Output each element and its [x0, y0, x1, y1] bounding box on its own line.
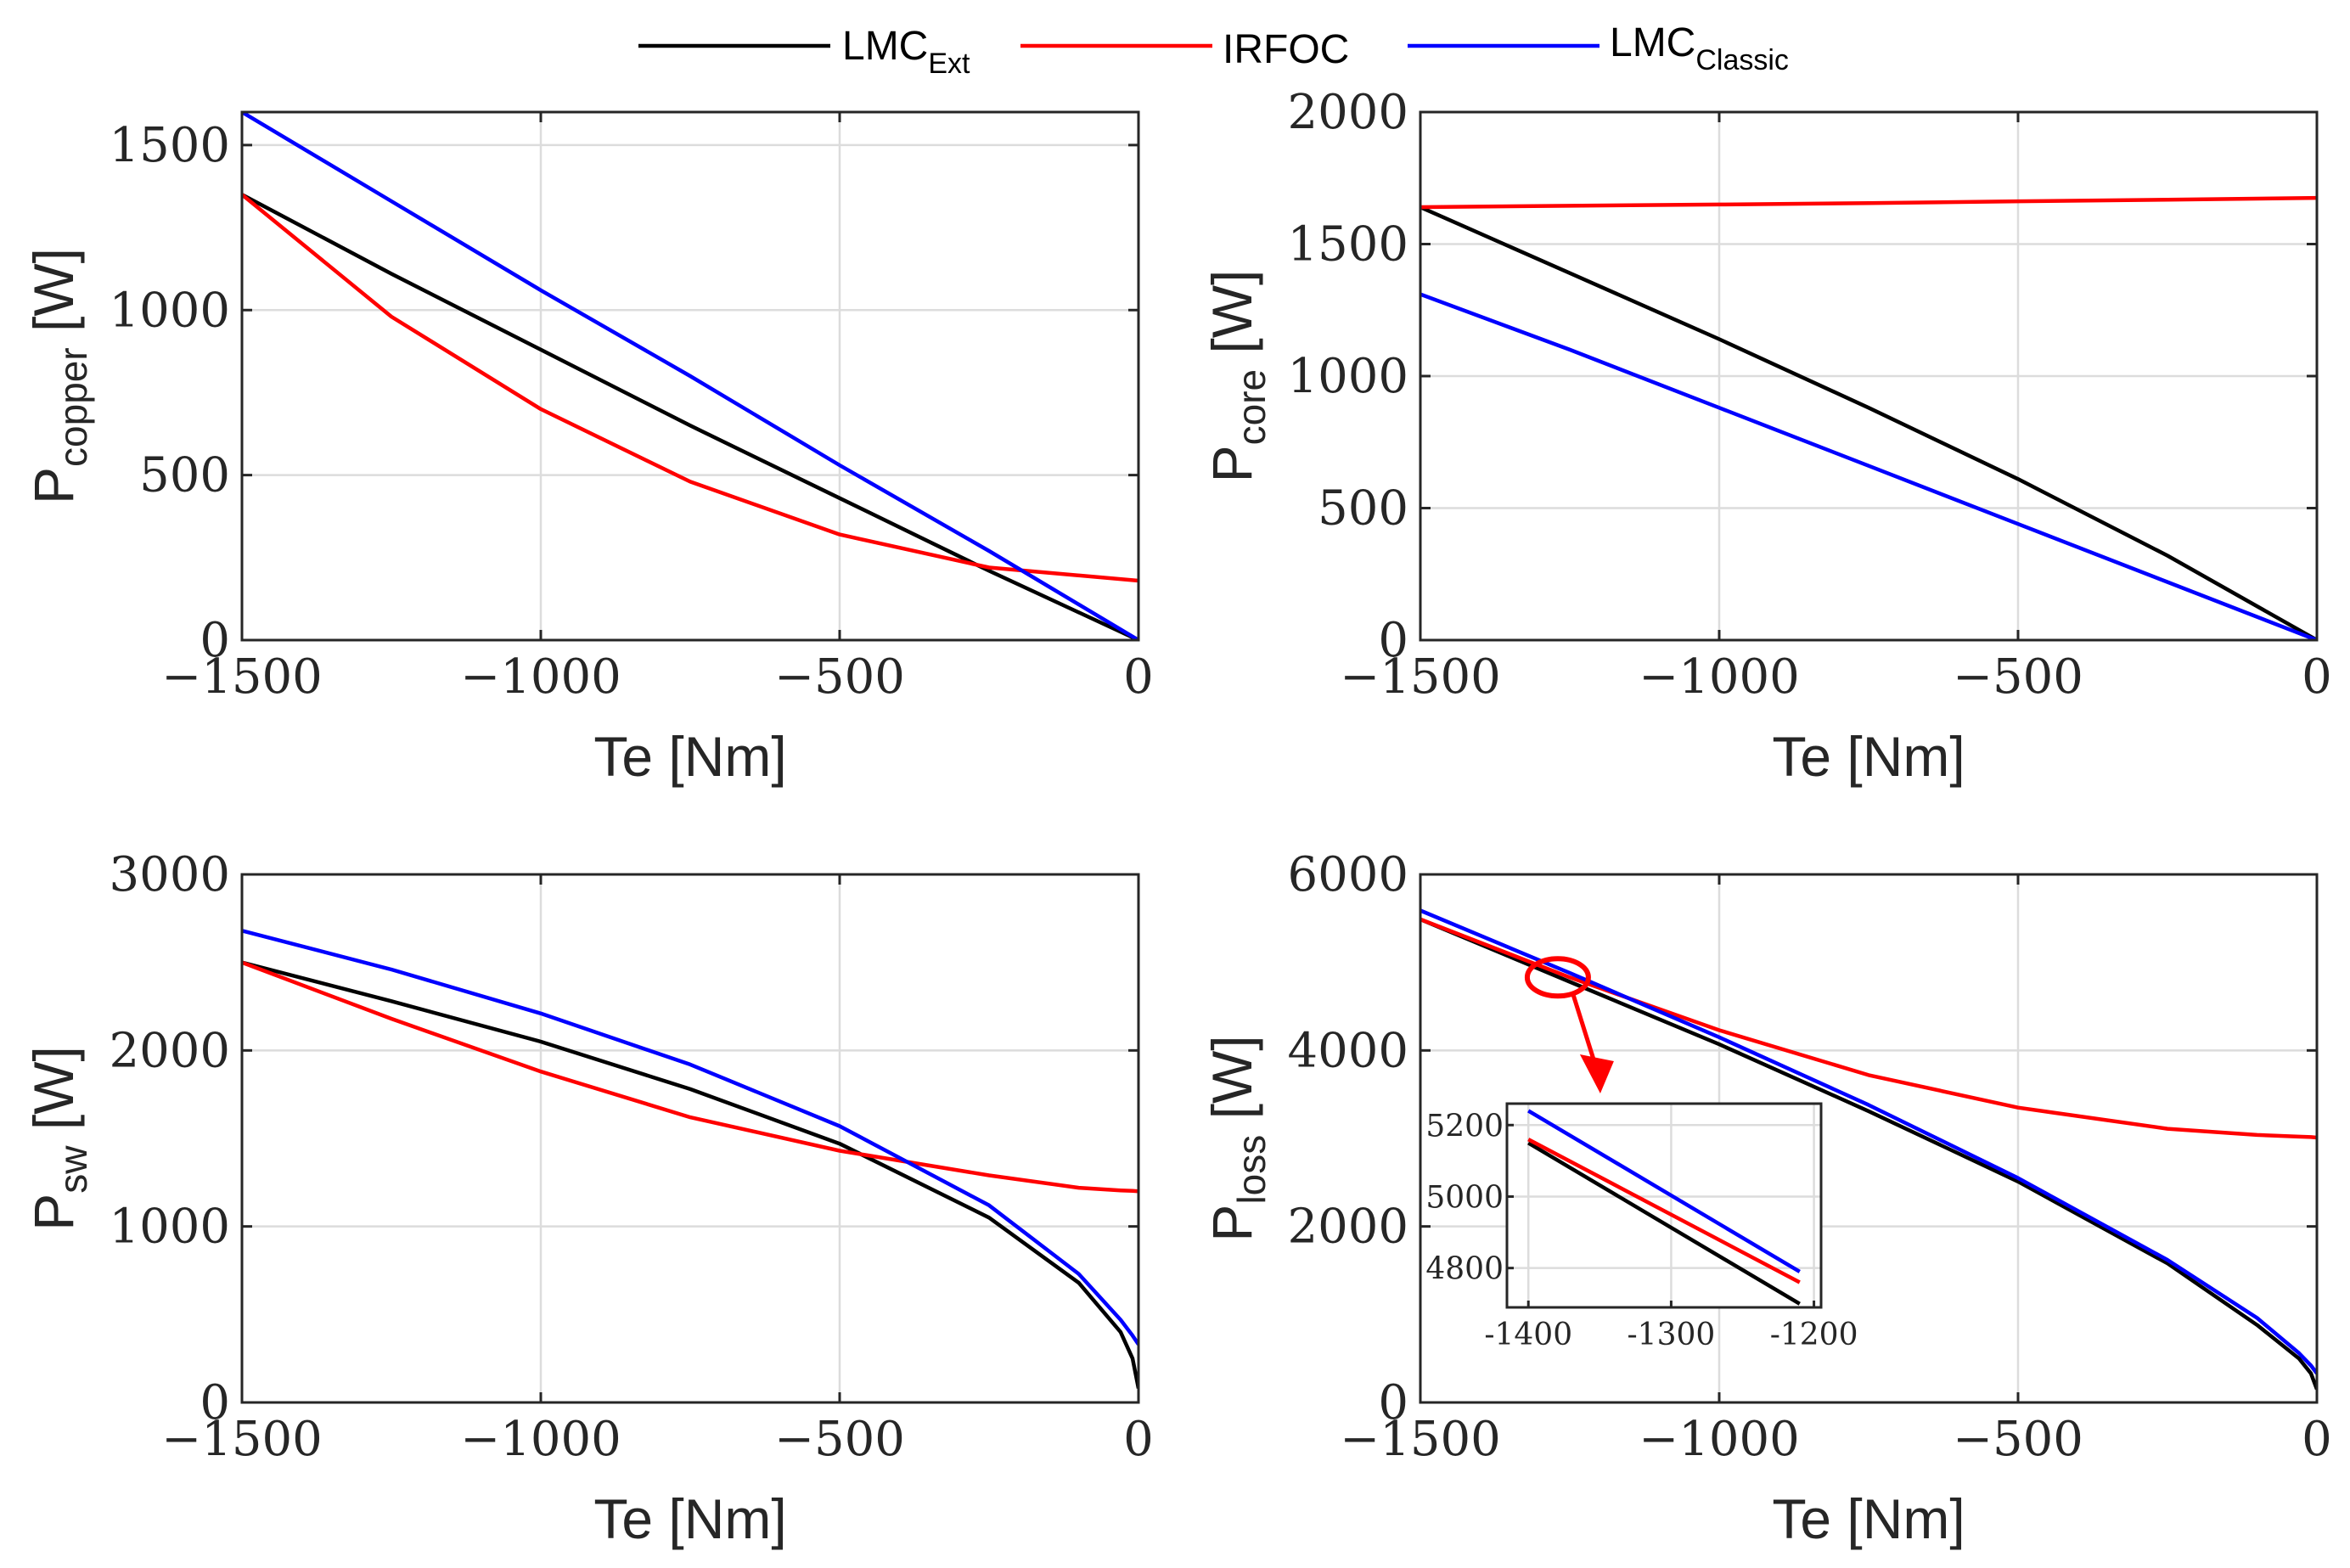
y-tick-label: 0	[1378, 613, 1408, 668]
x-tick-label: −1000	[460, 649, 621, 705]
series-line-lmc-classic	[242, 929, 1138, 1346]
series-line-lmc-ext	[1420, 205, 2317, 640]
y-tick-label: 0	[200, 1375, 230, 1430]
y-tick-label: 3000	[109, 847, 230, 902]
x-tick-label: −500	[774, 649, 905, 705]
y-tick-label: 0	[1378, 1375, 1408, 1430]
y-tick-label: 2000	[109, 1023, 230, 1078]
x-tick-label: −500	[1953, 1412, 2083, 1467]
y-axis-label: Ploss [W]	[1200, 1035, 1273, 1241]
switching-loss-chart: −1500 −1000 −500 0 0 1000 2000 3000 Te [Nm] Psw […	[22, 847, 1154, 1550]
inset-x-tick-label: -1200	[1770, 1318, 1858, 1352]
x-tick-label: 0	[1123, 649, 1154, 705]
x-tick-label: −1500	[1340, 1412, 1500, 1467]
series-line-irfoc	[1420, 195, 2317, 210]
inset-series-line-lmc-ext	[1527, 1141, 1801, 1306]
zoom-highlight-ellipse	[1524, 956, 1591, 999]
inset-y-tick-label: 5000	[1425, 1180, 1504, 1215]
series-line-lmc-ext	[242, 960, 1138, 1389]
y-axis-label: Psw [W]	[22, 1046, 95, 1231]
core-loss-chart: −1500 −1000 −500 0 0 500 1000 1500 2000 Te [Nm] Pc…	[1200, 85, 2332, 788]
x-tick-label: −1500	[161, 1412, 322, 1467]
x-axis-label: Te [Nm]	[593, 725, 786, 788]
y-tick-label: 500	[139, 448, 230, 503]
inset-series-line-lmc-classic	[1527, 1109, 1801, 1273]
inset-background	[1507, 1104, 1821, 1307]
zoom-arrow-head	[1579, 1054, 1614, 1093]
y-tick-label: 4000	[1287, 1023, 1408, 1078]
inset-y-tick-label: 5200	[1425, 1109, 1504, 1144]
y-tick-label: 1500	[1287, 217, 1408, 273]
inset-y-tick-label: 4800	[1425, 1252, 1504, 1287]
plot-frame	[240, 873, 1140, 1404]
x-tick-label: 0	[2302, 649, 2332, 705]
series-line-lmc-classic	[1420, 292, 2317, 640]
x-tick-label: −1500	[161, 649, 322, 705]
x-tick-label: −1000	[1639, 1412, 1799, 1467]
zoom-arrow-line	[1571, 993, 1598, 1065]
x-axis-label: Te [Nm]	[593, 1487, 786, 1550]
y-axis-label: Pcore [W]	[1200, 270, 1273, 483]
series-line-irfoc	[242, 193, 1138, 583]
series-line-irfoc	[242, 960, 1138, 1194]
x-tick-label: 0	[1123, 1412, 1154, 1467]
legend-label-lmc-ext: LMCExt	[842, 24, 970, 80]
legend-label-lmc-classic: LMCClassic	[1610, 20, 1789, 76]
y-tick-label: 1500	[109, 118, 230, 173]
copper-loss-chart: −1500 −1000 −500 0 0 500 1000 1500 Te [Nm] Pcoppe…	[22, 110, 1154, 788]
plot-frame	[240, 110, 1140, 642]
y-tick-label: 2000	[1287, 1200, 1408, 1255]
inset-series-line-irfoc	[1527, 1138, 1801, 1284]
total-loss-chart: −1500 −1000 −500 0 0 2000 4000 6000 Te [Nm] Ploss…	[1200, 847, 2332, 1550]
series-line-lmc-classic	[242, 112, 1138, 640]
x-tick-label: −1000	[460, 1412, 621, 1467]
plot-frame	[1419, 873, 2319, 1404]
y-tick-label: 500	[1318, 481, 1408, 537]
y-axis-label: Pcopper [W]	[22, 248, 95, 504]
x-axis-label: Te [Nm]	[1772, 725, 1965, 788]
legend-label-irfoc: IRFOC	[1223, 27, 1349, 72]
y-tick-label: 1000	[109, 283, 230, 338]
y-tick-label: 1000	[1287, 349, 1408, 404]
inset-x-tick-label: -1300	[1628, 1318, 1716, 1352]
series-line-lmc-ext	[242, 193, 1138, 640]
x-tick-label: −500	[774, 1412, 905, 1467]
y-tick-label: 0	[200, 613, 230, 668]
inset-frame	[1505, 1102, 1823, 1309]
x-tick-label: 0	[2302, 1412, 2332, 1467]
zoom-inset: -1400 -1300 -1200 4800 5000 5200	[1425, 1102, 1858, 1352]
series-line-lmc-classic	[1420, 908, 2317, 1375]
x-tick-label: −500	[1953, 649, 2083, 705]
x-axis-label: Te [Nm]	[1772, 1487, 1965, 1550]
x-tick-label: −1000	[1639, 649, 1799, 705]
y-tick-label: 1000	[109, 1200, 230, 1255]
y-tick-label: 2000	[1287, 85, 1408, 140]
inset-x-tick-label: -1400	[1484, 1318, 1572, 1352]
legend: LMCExt IRFOC LMCClassic	[638, 20, 1789, 80]
x-tick-label: −1500	[1340, 649, 1500, 705]
y-tick-label: 6000	[1287, 847, 1408, 902]
series-line-lmc-ext	[1420, 917, 2317, 1391]
